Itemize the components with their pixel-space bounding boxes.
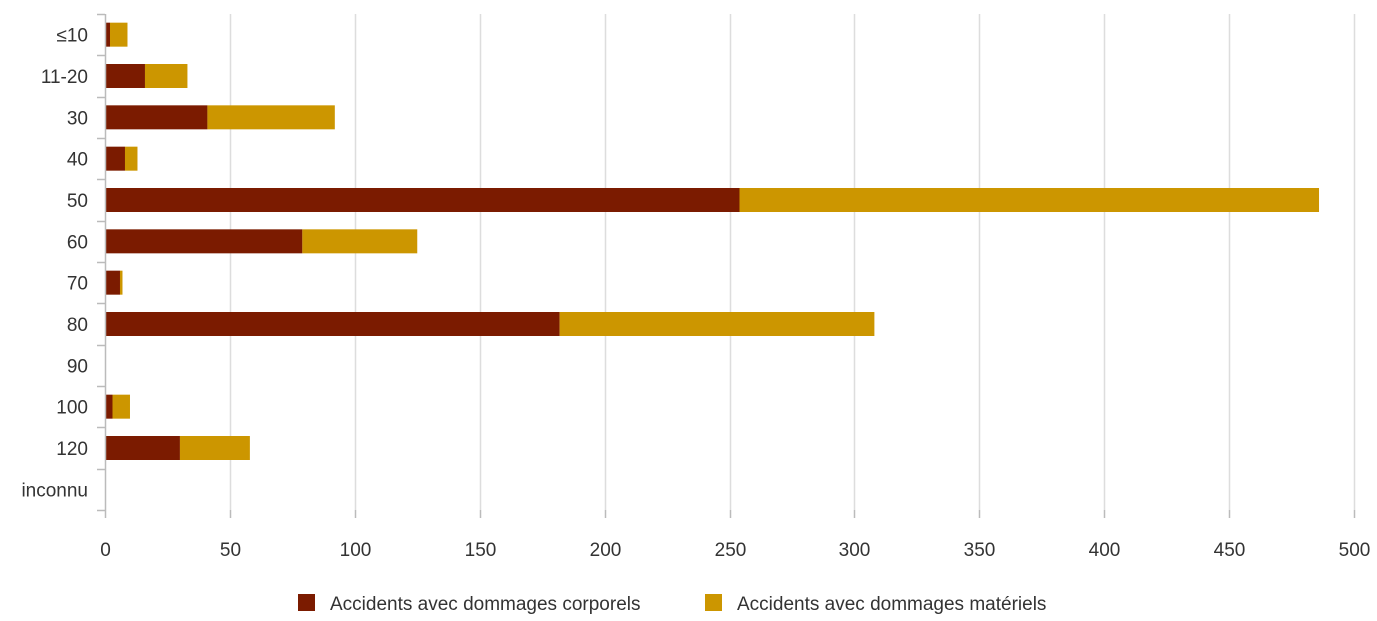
bar-corporels-100	[105, 394, 113, 419]
bar-corporels-80	[105, 312, 560, 336]
x-tick-label: 500	[1339, 540, 1371, 561]
y-tick-label: 120	[56, 439, 88, 460]
x-tick-label: 150	[465, 540, 497, 561]
y-tick-label: ≤10	[56, 26, 88, 47]
y-tick-label: 11-20	[41, 67, 88, 88]
bar-corporels-40	[105, 146, 125, 171]
y-tick-label: 80	[67, 315, 88, 336]
bar-corporels-30	[105, 105, 208, 130]
gridlines	[229, 14, 1356, 510]
bar-corporels-70	[105, 270, 120, 295]
x-tick-label: 200	[590, 540, 622, 561]
legend-swatch-materiels	[705, 594, 722, 611]
y-tick-label: 70	[67, 274, 88, 295]
x-tick-label: 350	[964, 540, 996, 561]
bars	[105, 22, 1320, 460]
bar-materiels-11-20	[144, 64, 188, 88]
bar-corporels-≤10	[105, 22, 110, 47]
bar-materiels-60	[302, 229, 418, 254]
bar-corporels-50	[105, 188, 740, 212]
y-tick-label: 90	[67, 356, 88, 377]
bar-materiels-80	[559, 312, 875, 336]
x-tick-label: 250	[715, 540, 747, 561]
bar-materiels-50	[739, 188, 1320, 212]
bar-materiels-120	[179, 436, 250, 460]
bar-materiels-≤10	[109, 22, 128, 47]
y-tick-label: 50	[67, 191, 88, 212]
bar-materiels-70	[119, 270, 123, 295]
legend-label-materiels: Accidents avec dommages matériels	[737, 594, 1046, 615]
y-tick-label: 100	[56, 398, 88, 419]
legend-label-corporels: Accidents avec dommages corporels	[330, 594, 640, 615]
y-tick-label: 40	[67, 150, 88, 171]
bar-materiels-100	[112, 394, 130, 419]
x-tick-label: 450	[1214, 540, 1246, 561]
y-tick-label: inconnu	[21, 480, 88, 501]
legend: Accidents avec dommages corporels Acciden…	[298, 594, 1046, 615]
y-tick-label: 60	[67, 232, 88, 253]
bar-materiels-30	[207, 105, 335, 130]
bar-corporels-11-20	[105, 64, 145, 88]
legend-swatch-corporels	[298, 594, 315, 611]
x-tick-label: 0	[100, 540, 111, 561]
axes: 0 50 100 150 200 250 300 350 400 450 500 ≤10 11-20 30…	[21, 13, 1371, 561]
x-tick-label: 300	[839, 540, 871, 561]
x-tick-label: 400	[1089, 540, 1121, 561]
x-tick-label: 50	[220, 540, 241, 561]
bar-corporels-120	[105, 436, 180, 460]
bar-materiels-40	[124, 146, 138, 171]
bar-corporels-60	[105, 229, 303, 254]
x-tick-label: 100	[340, 540, 372, 561]
y-tick-label: 30	[67, 108, 88, 129]
